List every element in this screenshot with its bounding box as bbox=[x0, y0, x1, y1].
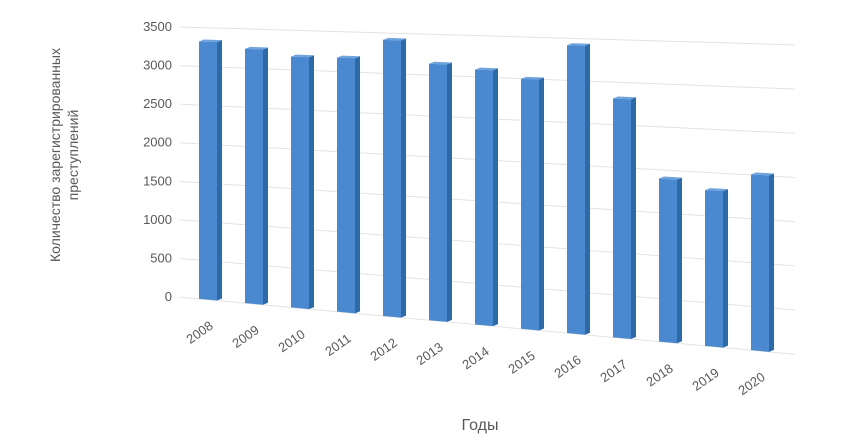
bar-side bbox=[401, 38, 406, 318]
y-tick-label: 1000 bbox=[143, 212, 172, 227]
y-tick-label: 3000 bbox=[143, 58, 172, 73]
bar bbox=[337, 57, 355, 314]
bar bbox=[475, 69, 493, 327]
x-tick-label: 2010 bbox=[275, 326, 307, 355]
x-tick-label: 2020 bbox=[735, 369, 767, 398]
bar bbox=[429, 63, 447, 322]
bar-top bbox=[429, 61, 452, 65]
x-tick-label: 2015 bbox=[505, 348, 537, 377]
x-axis-title: Годы bbox=[462, 417, 499, 434]
bar-side bbox=[217, 40, 222, 301]
grid-line bbox=[179, 26, 796, 46]
x-tick-label: 2008 bbox=[183, 318, 215, 347]
y-tick-label: 1500 bbox=[143, 173, 172, 188]
bar-top bbox=[291, 54, 314, 58]
bar-side bbox=[447, 62, 452, 322]
bar bbox=[705, 190, 723, 348]
bar bbox=[383, 39, 401, 318]
x-tick-label: 2019 bbox=[689, 365, 721, 394]
bar-side bbox=[769, 173, 774, 352]
bar-top bbox=[567, 43, 590, 46]
x-tick-label: 2011 bbox=[322, 331, 354, 359]
bar-side bbox=[539, 77, 544, 331]
y-tick-label: 500 bbox=[150, 250, 172, 265]
bar-top bbox=[199, 39, 222, 43]
bar-side bbox=[585, 43, 590, 335]
bar bbox=[199, 41, 217, 301]
x-tick-label: 2018 bbox=[643, 361, 675, 390]
x-tick-label: 2012 bbox=[367, 335, 399, 364]
bar-top bbox=[383, 37, 406, 41]
bar bbox=[567, 45, 585, 335]
bar-top bbox=[337, 55, 360, 59]
bar-top bbox=[705, 188, 728, 192]
bar-side bbox=[631, 97, 636, 340]
bar bbox=[521, 78, 539, 331]
y-tick-label: 2500 bbox=[143, 96, 172, 111]
x-tick-label: 2014 bbox=[459, 344, 491, 373]
bar-top bbox=[245, 46, 268, 50]
x-tick-label: 2013 bbox=[413, 339, 445, 368]
bar-top bbox=[613, 96, 636, 100]
bar-side bbox=[723, 189, 728, 348]
y-tick-label: 2000 bbox=[143, 135, 172, 150]
bar-side bbox=[493, 68, 498, 327]
bar bbox=[291, 56, 309, 310]
bar-top bbox=[751, 172, 774, 176]
bar-side bbox=[263, 47, 268, 305]
grid-line bbox=[179, 296, 796, 355]
x-tick-label: 2016 bbox=[551, 352, 583, 381]
bar-top bbox=[659, 176, 682, 180]
y-axis-title: Количество зарегистрированных преступлен… bbox=[47, 48, 81, 262]
bar bbox=[751, 174, 769, 352]
bar-side bbox=[355, 56, 360, 314]
bar-top bbox=[475, 67, 498, 71]
x-tick-label: 2017 bbox=[597, 356, 629, 385]
bar-side bbox=[309, 55, 314, 310]
y-tick-label: 0 bbox=[165, 289, 172, 304]
bar bbox=[659, 178, 677, 344]
bar-top bbox=[521, 76, 544, 80]
x-tick-label: 2009 bbox=[229, 322, 261, 351]
bar bbox=[245, 48, 263, 305]
bar-side bbox=[677, 177, 682, 344]
y-tick-label: 3500 bbox=[143, 19, 172, 34]
bar bbox=[613, 98, 631, 340]
